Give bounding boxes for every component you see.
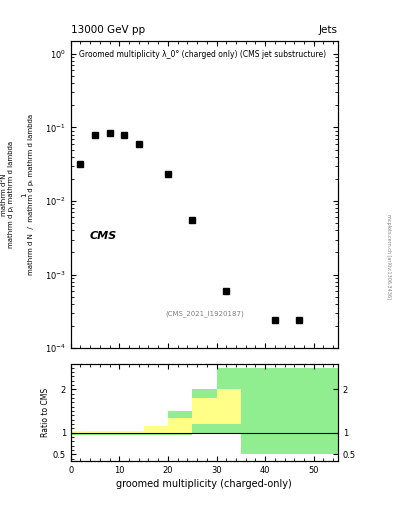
Bar	[71, 431, 95, 435]
Bar	[192, 390, 217, 433]
Bar	[119, 431, 143, 435]
Bar	[143, 431, 168, 435]
Bar	[71, 432, 95, 434]
Text: mcplots.cern.ch [arXiv:1306.3436]: mcplots.cern.ch [arXiv:1306.3436]	[386, 214, 391, 298]
Text: Jets: Jets	[319, 25, 338, 35]
Bar	[241, 368, 338, 454]
X-axis label: groomed multiplicity (charged-only): groomed multiplicity (charged-only)	[116, 479, 292, 489]
Bar	[217, 368, 241, 433]
Bar	[95, 432, 119, 434]
Bar	[119, 432, 143, 434]
Text: Groomed multiplicity λ_0° (charged only) (CMS jet substructure): Groomed multiplicity λ_0° (charged only)…	[79, 50, 326, 59]
Bar	[217, 390, 241, 424]
Bar	[95, 431, 119, 435]
Text: 13000 GeV pp: 13000 GeV pp	[71, 25, 145, 35]
Y-axis label: Ratio to CMS: Ratio to CMS	[41, 388, 50, 437]
Text: CMS: CMS	[90, 231, 117, 242]
Bar	[192, 398, 217, 424]
Bar	[168, 411, 192, 435]
Bar	[168, 418, 192, 433]
Text: (CMS_2021_I1920187): (CMS_2021_I1920187)	[165, 311, 244, 317]
Text: mathrm d²N
mathrm d pⱼ mathrm d lambda: mathrm d²N mathrm d pⱼ mathrm d lambda	[1, 141, 15, 248]
Bar	[143, 426, 168, 434]
Text: 1
mathrm d N  /  mathrm d pₜ mathrm d lambda: 1 mathrm d N / mathrm d pₜ mathrm d lamb…	[21, 114, 34, 275]
